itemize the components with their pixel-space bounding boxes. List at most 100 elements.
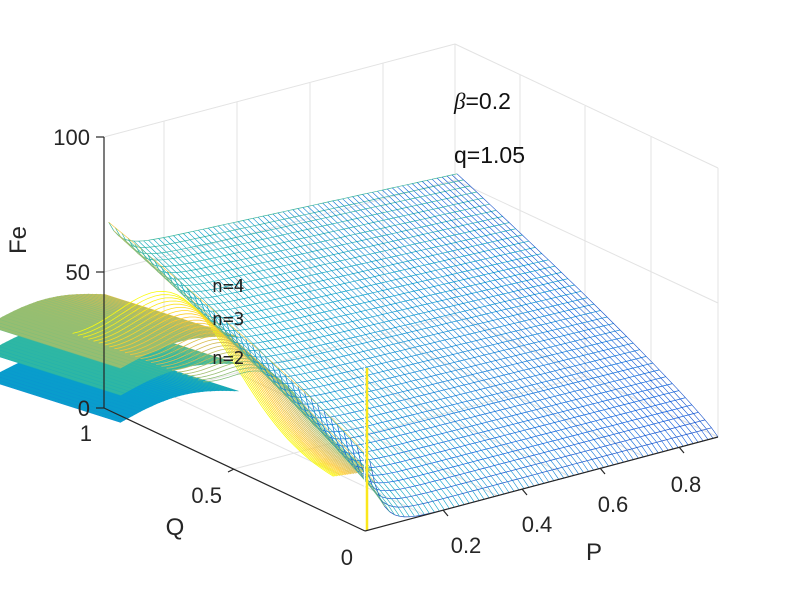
surface-mesh-line (372, 192, 634, 460)
sheet-mesh-line (0, 346, 133, 390)
surface-mesh-line (173, 235, 435, 513)
surface-mesh-line (337, 199, 599, 469)
surface-mesh-line (252, 218, 515, 492)
surface-mesh-line (153, 239, 415, 517)
surface-mesh-line (312, 205, 574, 476)
curve-label-n2: n=2 (212, 348, 245, 369)
surface-mesh-line (367, 193, 629, 461)
surface-mesh-line (352, 196, 614, 465)
sheet-mesh-line (0, 356, 121, 396)
surface-mesh-line (272, 213, 535, 487)
sheet-mesh-line (1, 370, 137, 415)
q-axis-label: Q (166, 514, 185, 541)
sheet-mesh-line (72, 294, 208, 338)
q-axis-line (103, 407, 366, 532)
surface-mesh-line (168, 236, 430, 514)
sheet-mesh-line (64, 294, 200, 339)
surface-mesh-line (451, 174, 714, 439)
surface-mesh-line (232, 222, 495, 497)
sheet-mesh-line (0, 329, 121, 369)
sheet-mesh-line (0, 319, 133, 363)
surface-mesh-line (143, 240, 405, 518)
sheet-mesh-line (80, 293, 215, 338)
z-axis-label: Fe (5, 226, 32, 254)
surface-mesh-line (227, 223, 490, 499)
sheet-mesh-line (17, 335, 153, 380)
surface-mesh-line (297, 208, 560, 480)
p-tick-mark (521, 488, 528, 496)
surface-mesh-line (387, 188, 649, 456)
surface-mesh-line (183, 233, 445, 510)
sheet-mesh-line (0, 326, 125, 367)
sheet-mesh-line (5, 314, 141, 358)
surface-mesh-line (202, 228, 465, 505)
surface-mesh-line (217, 225, 480, 501)
sheet-mesh-line (0, 376, 129, 419)
sheet-mesh-line (13, 337, 149, 382)
q-tick-label: 1 (80, 421, 92, 446)
surface-mesh-line (108, 221, 370, 461)
surface-mesh-line (247, 219, 510, 493)
sheet-mesh-line (5, 341, 141, 385)
surface-mesh-line (207, 227, 470, 504)
sheet-mesh-line (9, 312, 145, 356)
curve-label-n3: n=3 (212, 309, 245, 330)
surface-mesh-line (369, 436, 719, 518)
p-tick-mark (678, 446, 685, 454)
q-tick-mark (227, 468, 235, 473)
sheet-mesh-line (0, 380, 125, 421)
sheet-mesh-line (13, 310, 149, 354)
surface-mesh-line (113, 230, 375, 484)
surface-mesh-line (332, 200, 594, 471)
surface-mesh-line (317, 203, 579, 475)
p-tick-label: 0.4 (522, 512, 553, 537)
surface-mesh-line (382, 189, 644, 458)
sheet-mesh-line (5, 368, 141, 413)
sheet-mesh-line (49, 297, 184, 342)
surface-mesh-line (282, 211, 545, 484)
beta-symbol: β (453, 89, 466, 114)
surface-mesh-line (262, 215, 525, 489)
peak-mesh-line (72, 290, 334, 477)
sheet-mesh-line (41, 299, 176, 344)
surface-mesh-line (402, 185, 664, 452)
sheet-mesh-line (1, 316, 137, 360)
sheet-mesh-line (0, 353, 125, 394)
surface-mesh-line (322, 202, 584, 473)
surface-mesh-line (327, 201, 589, 472)
surface-mesh-line (133, 240, 395, 515)
p-tick-label: 0.6 (598, 492, 629, 517)
surface-mesh-line (138, 240, 400, 517)
beta-value: =0.2 (465, 88, 510, 114)
surface-mesh-line (431, 178, 694, 444)
surfaces (0, 173, 719, 531)
surface-mesh-line (237, 221, 500, 496)
surface-mesh-line (357, 195, 619, 464)
axes-grid (103, 43, 719, 532)
sheet-mesh-line (84, 293, 219, 337)
surface-mesh-line (257, 216, 520, 491)
p-tick-label: 0.8 (671, 472, 702, 497)
surface-mesh-line (193, 231, 455, 508)
surface-mesh-line (446, 175, 709, 440)
surface-mesh-line (307, 206, 569, 477)
sheet-mesh-line (45, 298, 180, 343)
sheet-mesh-line (52, 296, 188, 341)
peak-mesh-line (93, 303, 341, 476)
p-tick-mark (599, 467, 606, 475)
sheet-mesh-line (17, 363, 153, 407)
surface-mesh-line (302, 207, 565, 479)
surface-mesh-line (392, 187, 654, 455)
surface-mesh-line (118, 235, 380, 498)
q-tick-label: 0 (341, 545, 353, 570)
surface-mesh-line (456, 173, 719, 438)
beta-annotation: β=0.2 (453, 88, 511, 114)
z-tick-label: 100 (53, 125, 90, 150)
surface-mesh-line (436, 177, 699, 443)
surface-mesh-line (342, 198, 604, 468)
p-axis-line (364, 436, 719, 532)
z-tick-label: 50 (66, 260, 90, 285)
q-tick-label: 0.5 (191, 483, 222, 508)
sheet-mesh-line (9, 366, 145, 411)
